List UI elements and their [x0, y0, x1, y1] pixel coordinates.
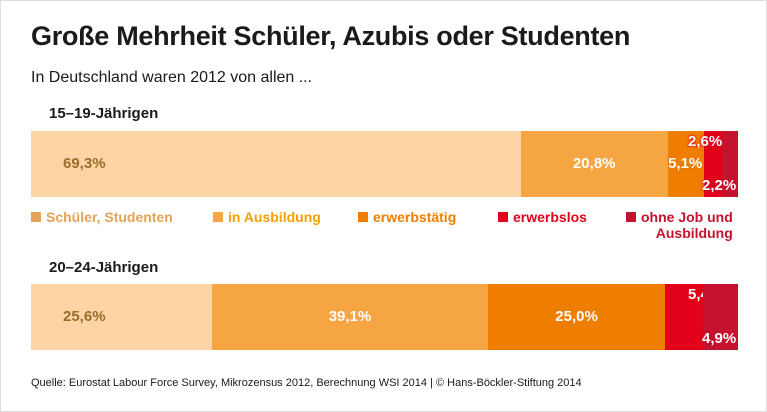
bar-segment [665, 284, 704, 350]
bar-segment [668, 131, 705, 197]
legend-swatch [626, 212, 636, 222]
bar-segment [31, 284, 212, 350]
data-label: 5,1% [668, 155, 703, 172]
chart-subtitle: In Deutschland waren 2012 von allen ... [31, 69, 313, 86]
legend-item: erwerbslos [498, 209, 587, 225]
bar-segment [722, 131, 738, 197]
legend-swatch [358, 212, 368, 222]
bar-2024: 25,6%39,1%25,0%5,4%4,9% [31, 284, 738, 350]
legend-label: erwerbslos [513, 209, 587, 225]
data-label: 39,1% [328, 308, 372, 325]
data-label: 25,6% [63, 308, 106, 325]
legend-label: in Ausbildung [228, 209, 321, 225]
source-note: Quelle: Eurostat Labour Force Survey, Mi… [31, 377, 582, 389]
data-label: 25,0% [555, 308, 598, 325]
bar-segment [31, 131, 521, 197]
legend-item: Schüler, Studenten [31, 209, 173, 225]
bar-segment [211, 284, 489, 350]
category-label-1519: 15–19-Jährigen [49, 105, 159, 122]
legend-item: erwerbstätig [358, 209, 456, 225]
bar-segment [488, 284, 666, 350]
legend-swatch [213, 212, 223, 222]
legend-label: ohne Job und Ausbildung [641, 209, 733, 241]
bar-segment [704, 131, 723, 197]
legend-swatch [498, 212, 508, 222]
legend-item: ohne Job und Ausbildung [626, 209, 733, 241]
legend-item: in Ausbildung [213, 209, 321, 225]
bar-segment [520, 131, 668, 197]
data-label: 2,2% [702, 177, 737, 194]
data-label: 2,6% [688, 133, 723, 150]
data-label: 4,9% [702, 330, 737, 347]
bar-segment [703, 284, 738, 350]
legend-label: Schüler, Studenten [46, 209, 173, 225]
chart-title: Große Mehrheit Schüler, Azubis oder Stud… [31, 21, 631, 51]
data-label: 69,3% [63, 155, 106, 172]
bar-1519: 69,3% 20,8% 5,1% 2,6% 2,2% [31, 131, 738, 197]
data-label: 20,8% [572, 155, 616, 172]
legend-swatch [31, 212, 41, 222]
category-label-2024: 20–24-Jährigen [49, 259, 159, 276]
legend-label: erwerbstätig [373, 209, 457, 225]
